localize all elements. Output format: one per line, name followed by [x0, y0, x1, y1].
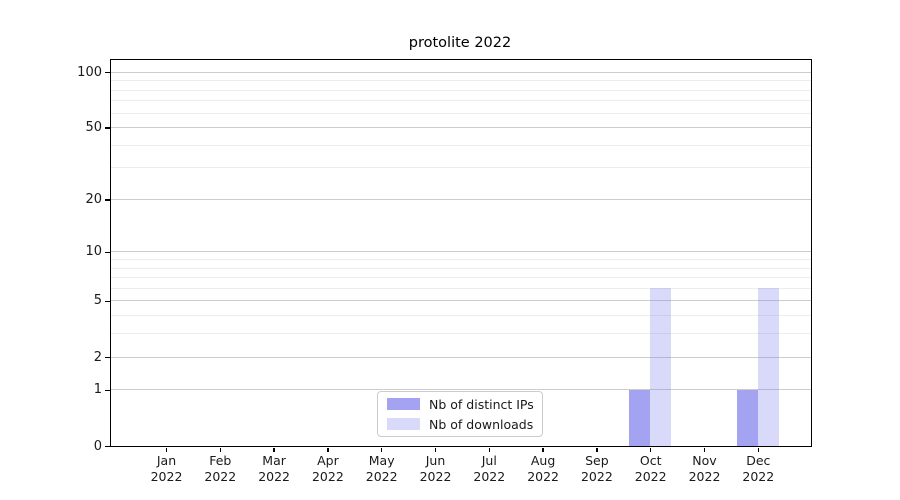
- gridline-7: [111, 277, 811, 279]
- gridline-5: [111, 300, 811, 302]
- x-tick-nov: [703, 448, 706, 452]
- legend-swatch-distinct-ips: [387, 398, 420, 410]
- gridline-80: [111, 89, 811, 91]
- x-tick-label-aug: Aug 2022: [527, 453, 559, 484]
- x-tick-label-jan: Jan 2022: [150, 453, 183, 484]
- x-tick-may: [381, 448, 383, 452]
- y-tick-label-5: 5: [93, 293, 102, 309]
- gridline-70: [111, 100, 811, 102]
- x-tick-label-jul: Jul 2022: [473, 453, 506, 484]
- gridline-20: [111, 198, 811, 200]
- x-tick-label-apr: Apr 2022: [311, 453, 344, 484]
- gridline-2: [111, 356, 811, 358]
- x-tick-oct: [650, 448, 652, 452]
- x-tick-label-feb: Feb 2022: [204, 453, 237, 484]
- y-tick-label-50: 50: [85, 120, 102, 135]
- x-tick-label-sep: Sep 2022: [580, 453, 613, 484]
- bar-downloads-dec: [757, 288, 779, 446]
- y-tick-20: [105, 199, 110, 201]
- gridline-3: [111, 333, 811, 335]
- legend: Nb of distinct IPs Nb of downloads: [377, 391, 543, 437]
- bar-distinct-ips-dec: [736, 389, 758, 446]
- gridline-10: [111, 251, 811, 253]
- y-tick-label-20: 20: [85, 191, 102, 207]
- y-tick-2: [105, 356, 110, 359]
- x-tick-label-may: May 2022: [365, 453, 398, 484]
- x-tick-mar: [273, 448, 275, 452]
- gridline-6: [111, 287, 811, 289]
- legend-label-distinct-ips: Nb of distinct IPs: [429, 396, 534, 412]
- x-tick-label-nov: Nov 2022: [688, 453, 721, 484]
- x-tick-jun: [434, 448, 437, 452]
- bar-downloads-oct: [650, 288, 672, 446]
- x-tick-feb: [219, 448, 221, 452]
- x-tick-jul: [488, 448, 490, 452]
- chart-title: protolite 2022: [408, 35, 512, 51]
- y-tick-50: [105, 127, 110, 129]
- gridline-1: [111, 389, 811, 391]
- y-tick-100: [105, 72, 110, 74]
- gridline-40: [111, 144, 811, 146]
- y-tick-1: [105, 389, 110, 392]
- bar-distinct-ips-oct: [629, 389, 651, 446]
- gridline-50: [111, 127, 811, 128]
- x-tick-aug: [542, 448, 544, 452]
- gridline-8: [111, 267, 811, 269]
- gridline-60: [111, 112, 811, 114]
- x-tick-sep: [596, 448, 598, 452]
- y-tick-0: [105, 445, 110, 448]
- gridline-100: [111, 71, 811, 73]
- y-tick-label-10: 10: [85, 244, 102, 260]
- legend-item-downloads: Nb of downloads: [387, 417, 533, 432]
- x-tick-dec: [757, 448, 759, 452]
- x-tick-label-mar: Mar 2022: [258, 453, 290, 484]
- y-tick-label-0: 0: [93, 438, 102, 454]
- plot-area: [110, 59, 812, 447]
- x-tick-apr: [327, 448, 329, 452]
- y-tick-10: [105, 251, 110, 253]
- legend-swatch-downloads: [387, 418, 420, 430]
- x-tick-label-oct: Oct 2022: [634, 453, 667, 484]
- gridline-30: [111, 167, 811, 169]
- gridline-90: [111, 80, 811, 82]
- x-tick-jan: [165, 448, 168, 452]
- x-tick-label-jun: Jun 2022: [419, 453, 452, 484]
- y-tick-label-1: 1: [93, 382, 102, 398]
- legend-label-downloads: Nb of downloads: [429, 416, 534, 432]
- x-tick-label-dec: Dec 2022: [742, 453, 775, 484]
- y-tick-label-2: 2: [93, 349, 102, 365]
- gridline-4: [111, 315, 811, 317]
- y-tick-label-100: 100: [77, 64, 102, 80]
- y-tick-5: [105, 300, 110, 303]
- gridline-9: [111, 259, 811, 260]
- legend-item-distinct-ips: Nb of distinct IPs: [387, 396, 534, 412]
